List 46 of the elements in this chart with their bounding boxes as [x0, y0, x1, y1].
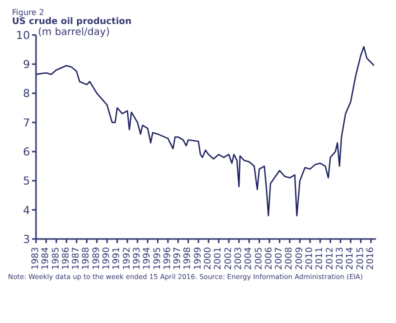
- x-tick-label: 2005: [254, 247, 264, 270]
- x-tick-label: 1987: [72, 247, 82, 270]
- x-tick-label: 1983: [31, 247, 41, 270]
- y-tick-label: 5: [23, 174, 30, 188]
- x-tick-label: 1997: [173, 247, 184, 270]
- line-series: [36, 46, 375, 216]
- x-tick-label: 2003: [234, 247, 244, 270]
- y-tick-label: 9: [23, 58, 30, 72]
- y-tick-label: 10: [16, 28, 30, 42]
- x-tick-label: 1991: [112, 247, 122, 270]
- x-tick-label: 1993: [132, 247, 142, 270]
- x-tick-label: 2016: [366, 246, 376, 270]
- chart-subtitle: Figure 2: [12, 8, 44, 17]
- x-tick-label: 2012: [325, 247, 336, 270]
- x-tick-label: 2006: [264, 246, 274, 270]
- x-tick-label: 2004: [244, 246, 254, 270]
- x-tick-label: 2010: [305, 246, 316, 270]
- x-tick-label: 2011: [315, 247, 326, 270]
- x-tick-label: 2000: [204, 246, 214, 270]
- x-tick-label: 2002: [224, 247, 234, 270]
- x-tick-label: 1985: [51, 247, 62, 270]
- x-tick-label: 1984: [41, 246, 52, 270]
- x-tick-label: 2008: [284, 246, 295, 270]
- y-tick-label: 3: [23, 232, 30, 246]
- y-axis-title: (m barrel/day): [38, 27, 110, 38]
- x-tick-label: 2001: [214, 247, 224, 270]
- y-tick-label: 6: [23, 145, 30, 158]
- x-tick-label: 2014: [346, 246, 356, 270]
- x-tick-label: 1996: [162, 246, 173, 270]
- y-tick-label: 7: [23, 116, 30, 130]
- y-tick-label: 4: [23, 204, 30, 217]
- x-tick-label: 1992: [122, 247, 132, 270]
- x-tick-label: 1995: [152, 247, 163, 270]
- x-tick-label: 1986: [61, 246, 72, 270]
- x-tick-label: 2009: [294, 246, 305, 270]
- x-tick-label: 1998: [183, 246, 194, 270]
- y-tick-label: 8: [23, 87, 30, 100]
- x-tick-label: 2013: [335, 247, 346, 270]
- chart-title: US crude oil production: [12, 17, 132, 27]
- x-tick-label: 1990: [102, 246, 112, 270]
- x-tick-label: 1989: [92, 246, 102, 270]
- x-tick-label: 2015: [356, 247, 366, 270]
- x-tick-label: 1999: [193, 246, 204, 270]
- x-tick-label: 1988: [82, 246, 92, 270]
- x-tick-label: 1994: [142, 246, 153, 270]
- x-tick-label: 2007: [274, 247, 285, 270]
